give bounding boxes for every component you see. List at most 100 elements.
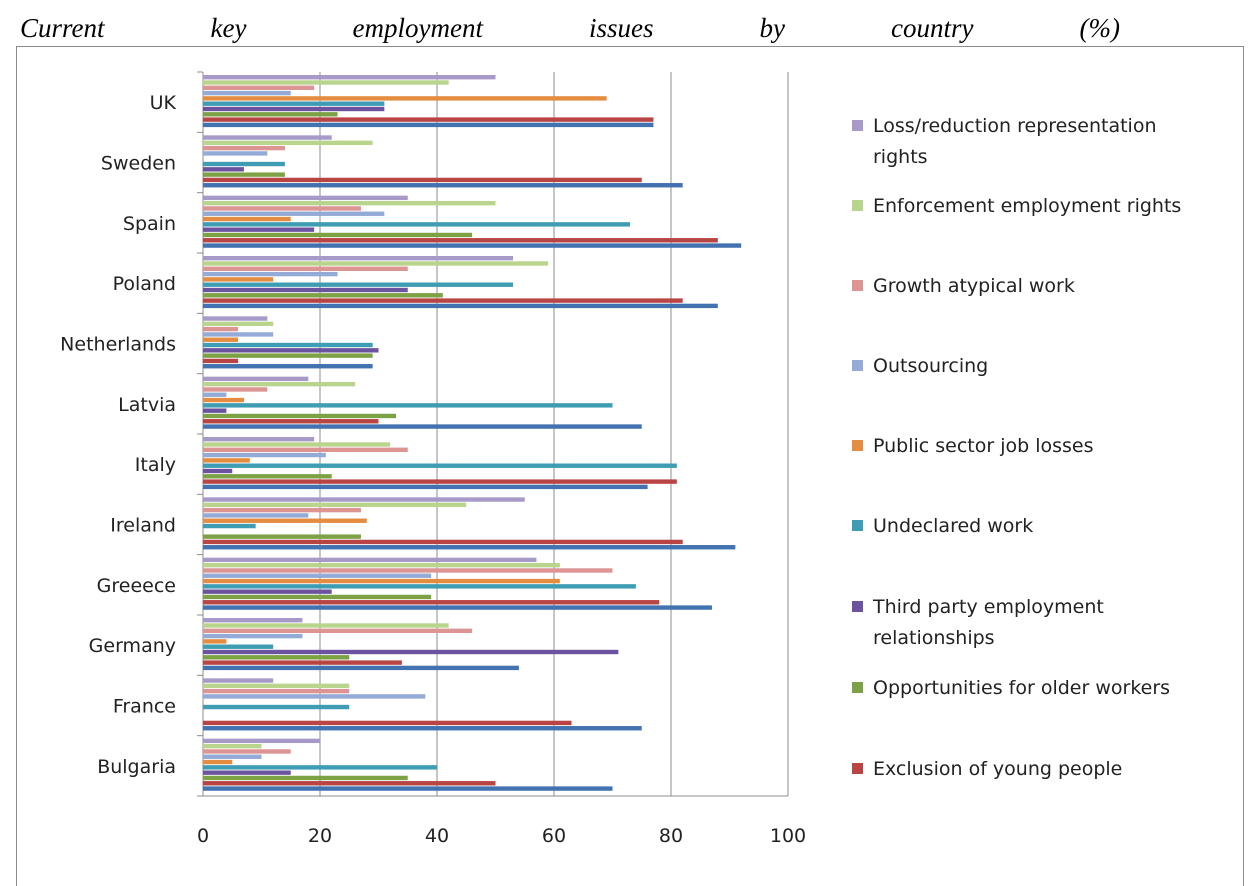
bar	[203, 326, 239, 332]
bar	[203, 96, 607, 101]
x-tick-label: 0	[197, 825, 209, 847]
bar	[203, 282, 514, 287]
legend-label: Loss/reduction representation	[873, 115, 1157, 137]
legend-label: rights	[873, 146, 928, 168]
bar	[203, 238, 718, 243]
bar	[203, 211, 385, 216]
bar	[203, 232, 473, 238]
bar	[203, 452, 326, 458]
bar	[203, 337, 239, 342]
title-word: (%)	[1079, 12, 1120, 43]
legend-swatch	[852, 360, 863, 371]
legend-label: Third party employment	[872, 596, 1104, 618]
bar	[203, 261, 549, 266]
title-word: employment	[352, 12, 483, 43]
category-label: Italy	[135, 454, 176, 476]
legend-swatch	[852, 520, 863, 531]
title-word: by	[759, 12, 785, 43]
bar	[203, 649, 619, 655]
bar	[203, 348, 379, 353]
bar	[203, 594, 432, 600]
bar	[203, 80, 449, 85]
bar	[203, 639, 227, 644]
bar	[203, 628, 473, 633]
bar	[203, 573, 432, 578]
bar	[203, 738, 320, 744]
bar	[203, 633, 303, 639]
bar	[203, 644, 274, 649]
bar	[203, 85, 315, 90]
x-tick-label: 80	[659, 825, 683, 847]
bar	[203, 195, 408, 201]
legend-label: Public sector job losses	[873, 435, 1094, 457]
x-tick-label: 40	[425, 825, 449, 847]
bar	[203, 463, 677, 468]
bar	[203, 618, 303, 623]
bar	[203, 605, 712, 610]
bar	[203, 437, 315, 442]
bar	[203, 358, 239, 364]
bar	[203, 403, 613, 408]
legend-label: Enforcement employment rights	[873, 195, 1181, 217]
bar	[203, 523, 256, 529]
bar	[203, 507, 361, 513]
legend-label: Exclusion of young people	[873, 758, 1122, 780]
legend-swatch	[852, 601, 863, 612]
bar	[203, 287, 408, 293]
bar	[203, 200, 496, 206]
bar	[203, 397, 244, 403]
chart-title: Current key employment issues by country…	[20, 10, 1120, 46]
bar	[203, 743, 262, 749]
bar	[203, 243, 742, 248]
category-label: Bulgaria	[97, 756, 176, 778]
bar	[203, 376, 309, 382]
bar	[203, 447, 408, 452]
bar	[203, 545, 736, 550]
bar	[203, 754, 262, 759]
legend-swatch	[852, 440, 863, 451]
bar	[203, 167, 244, 172]
legend-swatch	[852, 682, 863, 693]
bar	[203, 765, 437, 770]
bar	[203, 387, 268, 392]
bar	[203, 502, 467, 508]
category-label: Latvia	[118, 394, 176, 416]
legend-label: Growth atypical work	[873, 275, 1075, 297]
bar	[203, 206, 361, 211]
bar	[203, 353, 373, 358]
bar	[203, 720, 572, 726]
bar	[203, 112, 338, 117]
bar	[203, 140, 373, 146]
bar	[203, 342, 373, 348]
bar	[203, 321, 274, 327]
legend-label: relationships	[873, 627, 995, 649]
category-label: Ireland	[110, 515, 176, 537]
legend-label: Outsourcing	[873, 355, 988, 377]
legend-swatch	[852, 120, 863, 131]
legend-label: Undeclared work	[873, 515, 1033, 537]
bar	[203, 726, 642, 731]
bar	[203, 534, 361, 539]
bar	[203, 678, 274, 683]
category-label: Greeece	[97, 575, 176, 597]
bar	[203, 479, 677, 484]
category-label: Poland	[113, 273, 176, 295]
bar	[203, 135, 332, 140]
bar	[203, 424, 642, 429]
chart-frame	[16, 46, 1244, 886]
legend-swatch	[852, 280, 863, 291]
bar	[203, 227, 315, 232]
bar	[203, 655, 350, 660]
bar	[203, 122, 654, 128]
bar	[203, 298, 683, 303]
bar	[203, 75, 496, 80]
bar	[203, 408, 227, 413]
bar	[203, 183, 683, 188]
bar	[203, 266, 408, 271]
bar	[203, 277, 274, 282]
bar	[203, 600, 660, 605]
bar	[203, 256, 514, 261]
bar	[203, 557, 537, 563]
bar	[203, 497, 525, 502]
